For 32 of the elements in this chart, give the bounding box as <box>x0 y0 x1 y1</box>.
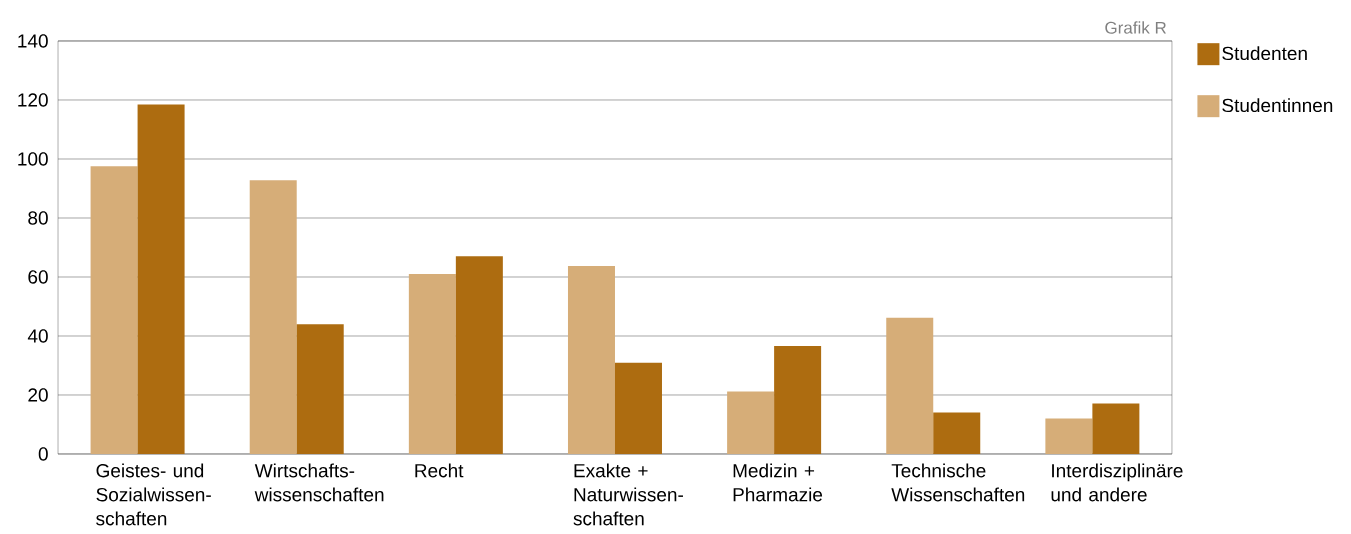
bar <box>408 274 456 454</box>
y-tick-label: 120 <box>18 93 48 107</box>
y-tick-label: 0 <box>38 447 48 461</box>
x-tick-label: Geistes- und Sozialwissen-schaften <box>96 463 211 526</box>
bar <box>933 412 981 454</box>
bar <box>614 362 662 454</box>
x-tick-label: Wirtschafts-wissenschaften <box>254 463 384 502</box>
text: Grafik R <box>1105 21 1166 34</box>
legend-label: Studenten <box>1222 46 1307 61</box>
legend-label: Studentinnen <box>1222 98 1333 113</box>
bar <box>774 346 822 454</box>
x-tick-label: Recht <box>415 463 464 478</box>
bar <box>249 180 297 454</box>
bar <box>567 266 615 454</box>
y-tick-label: 60 <box>28 270 48 284</box>
x-tick-label: Technische Wissenschaften <box>891 463 1025 502</box>
y-tick-label: 80 <box>28 211 48 225</box>
y-tick-label: 40 <box>27 329 48 343</box>
bar <box>886 317 934 454</box>
x-tick-label: Exakte + Naturwissen-schaften <box>573 463 683 526</box>
bar <box>1092 403 1140 454</box>
bar <box>455 256 503 454</box>
bar <box>137 104 185 454</box>
bar <box>1045 418 1093 454</box>
y-tick-label: 20 <box>28 388 48 402</box>
bar <box>296 324 344 454</box>
y-tick-label: 140 <box>18 34 48 48</box>
y-tick-label: 100 <box>18 152 48 166</box>
bar <box>727 391 775 454</box>
x-tick-label: Interdisziplinäre und andere <box>1051 463 1183 502</box>
x-tick-label: Medizin + Pharmazie <box>733 463 823 502</box>
bar <box>90 166 138 454</box>
